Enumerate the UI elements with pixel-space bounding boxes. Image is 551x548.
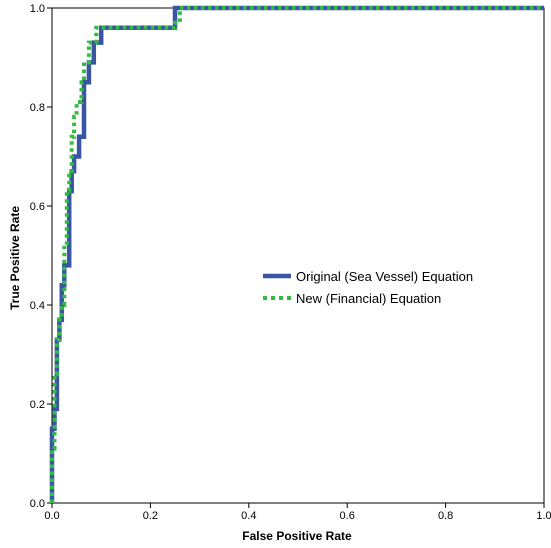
x-tick-label: 0.8 — [438, 510, 453, 522]
x-axis-label: False Positive Rate — [242, 529, 352, 543]
y-tick-label: 0.8 — [30, 102, 45, 114]
y-axis-ticks: 0.0 0.2 0.4 0.6 0.8 1.0 — [30, 3, 52, 510]
x-tick-label: 0.0 — [44, 510, 59, 522]
x-tick-label: 0.6 — [340, 510, 355, 522]
x-tick-label: 0.4 — [241, 510, 256, 522]
y-tick-label: 0.0 — [30, 498, 45, 510]
x-tick-label: 0.2 — [143, 510, 158, 522]
y-axis-label: True Positive Rate — [8, 206, 22, 310]
y-tick-label: 0.2 — [30, 399, 45, 411]
legend-label-2: New (Financial) Equation — [296, 291, 441, 306]
legend-label-1: Original (Sea Vessel) Equation — [296, 269, 473, 284]
legend: Original (Sea Vessel) Equation New (Finan… — [263, 269, 473, 306]
series-layer — [49, 5, 544, 503]
y-tick-label: 0.6 — [30, 201, 45, 213]
series-line-1 — [49, 5, 544, 503]
series-line-2 — [50, 6, 544, 503]
plot-frame — [51, 7, 545, 504]
y-tick-label: 0.4 — [30, 300, 45, 312]
y-tick-label: 1.0 — [30, 3, 45, 15]
x-axis-ticks: 0.0 0.2 0.4 0.6 0.8 1.0 — [44, 503, 551, 522]
x-tick-label: 1.0 — [536, 510, 551, 522]
plot-area-border — [51, 7, 545, 504]
